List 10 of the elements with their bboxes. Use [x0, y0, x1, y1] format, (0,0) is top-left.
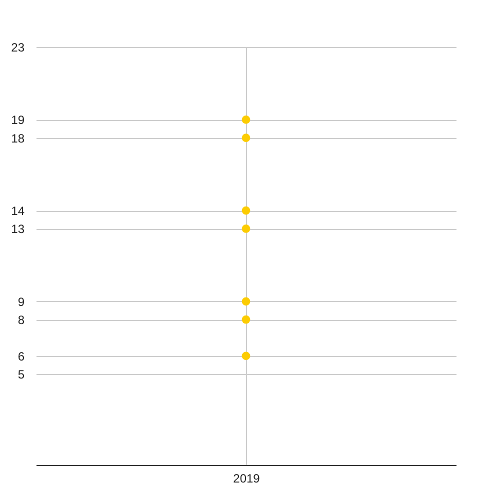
x-tick-label: 2019	[233, 472, 260, 486]
y-tick-label: 19	[11, 113, 25, 128]
y-tick-label: 9	[18, 294, 25, 309]
y-tick-label: 8	[18, 313, 25, 328]
y-tick-label: 13	[11, 222, 25, 236]
y-tick-label: 6	[18, 349, 25, 364]
y-tick-label: 23	[11, 40, 25, 54]
y-tick-label: 5	[18, 368, 25, 382]
y-tick-label: 14	[11, 204, 25, 218]
y-tick-label: 18	[11, 131, 25, 146]
